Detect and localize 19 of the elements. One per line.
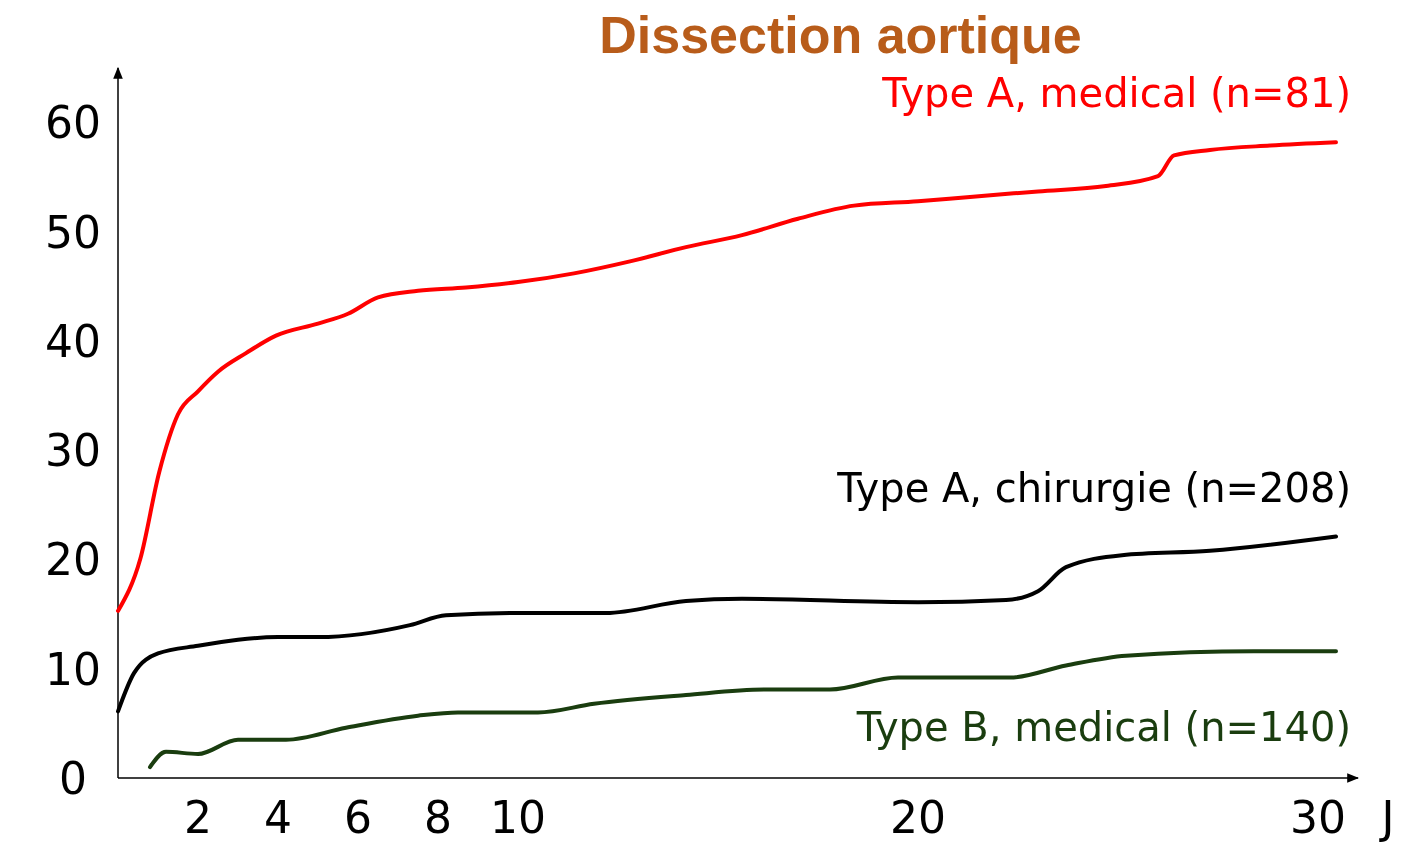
x-tick-label: 8 [424,792,452,843]
y-tick-label: 30 [45,425,101,477]
x-axis-title: J [1378,792,1395,843]
x-tick-label: 20 [890,792,946,843]
y-tick-label: 10 [45,643,101,695]
y-tick-label: 20 [45,534,101,586]
y-tick-label: 0 [59,752,87,804]
chart-title: Dissection aortique [599,6,1082,64]
x-tick-label: 30 [1290,792,1346,843]
y-tick-label: 40 [45,315,101,367]
x-tick-label: 6 [344,792,372,843]
y-tick-label: 60 [45,97,101,149]
x-tick-label: 2 [184,792,212,843]
x-tick-label: 4 [264,792,292,843]
series-label: Type A, medical (n=81) [881,70,1351,117]
x-tick-label: 10 [490,792,546,843]
series-label: Type B, medical (n=140) [855,704,1351,751]
y-tick-label: 50 [45,206,101,258]
series-label: Type A, chirurgie (n=208) [836,464,1351,511]
